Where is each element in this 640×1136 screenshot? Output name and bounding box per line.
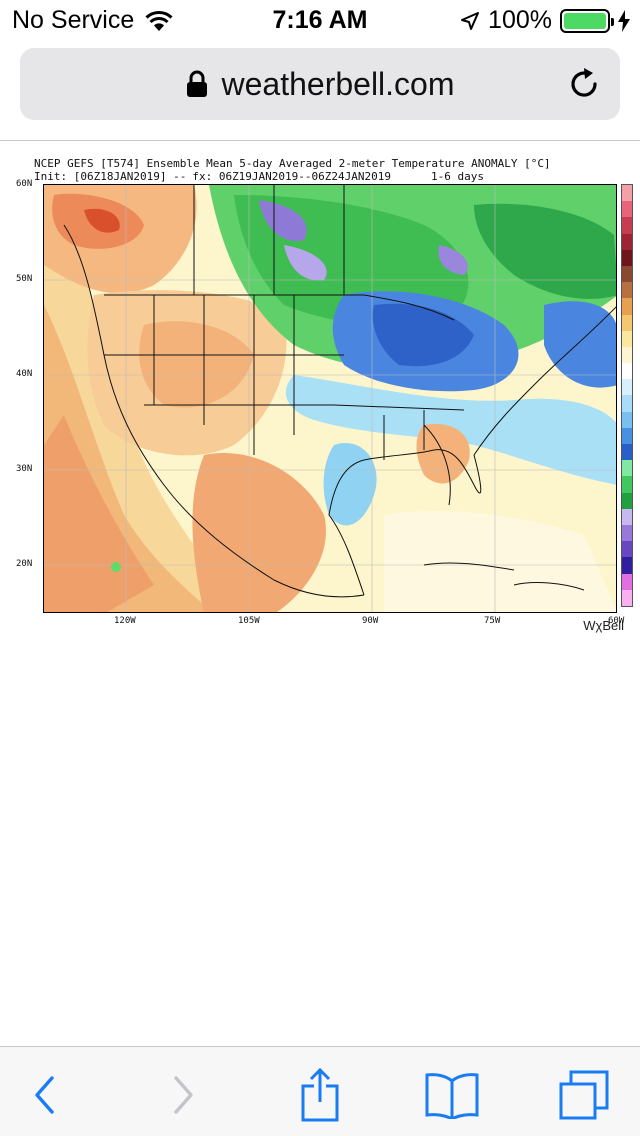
- colorbar-segment: [622, 427, 632, 444]
- colorbar-segment: [622, 185, 632, 202]
- lat-label-40n: 40N: [16, 369, 33, 379]
- browser-toolbar: [0, 1046, 640, 1136]
- colorbar-segment: [622, 444, 632, 461]
- battery-fill: [564, 12, 606, 29]
- url-display[interactable]: weatherbell.com: [20, 48, 620, 120]
- lon-label-90w: 90W: [362, 616, 379, 626]
- location-arrow-icon: [461, 11, 480, 30]
- colorbar-segment: [622, 330, 632, 347]
- battery-tip: [611, 17, 614, 26]
- lat-label-50n: 50N: [16, 274, 33, 284]
- temperature-anomaly-map: NCEP GEFS [T574] Ensemble Mean 5-day Ave…: [10, 150, 638, 638]
- colorbar-segment: [622, 492, 632, 509]
- colorbar-segment: [622, 573, 632, 590]
- colorbar-segment: [622, 233, 632, 250]
- colorbar-segment: [622, 411, 632, 428]
- toolbar-divider: [0, 140, 640, 141]
- tabs-button[interactable]: [556, 1067, 612, 1123]
- colorbar-segment: [622, 217, 632, 234]
- lon-label-75w: 75W: [484, 616, 501, 626]
- map-days: 1-6 days: [431, 170, 484, 183]
- wifi-icon: [145, 10, 173, 31]
- reload-icon[interactable]: [566, 66, 602, 102]
- weatherbell-logo: WχBell: [583, 618, 624, 633]
- status-time: 7:16 AM: [272, 6, 368, 34]
- lon-label-60w: 60W: [608, 616, 625, 626]
- url-text[interactable]: weatherbell.com: [221, 65, 455, 102]
- colorbar-segment: [622, 395, 632, 412]
- colorbar-segment: [622, 541, 632, 558]
- map-forecast-range: fx: 06Z19JAN2019--06Z24JAN2019: [192, 170, 392, 183]
- colorbar-segment: [622, 346, 632, 364]
- bookmarks-button[interactable]: [424, 1067, 480, 1123]
- forward-button[interactable]: [156, 1067, 212, 1123]
- status-bar: No Service 7:16 AM 100%: [0, 0, 640, 40]
- map-init: Init: [06Z18JAN2019] --: [34, 170, 187, 183]
- colorbar-segment: [622, 201, 632, 218]
- share-icon: [301, 1068, 339, 1122]
- colorbar-segment: [622, 589, 632, 606]
- battery-percent: 100%: [488, 6, 552, 34]
- lock-icon: [186, 70, 207, 97]
- address-bar[interactable]: weatherbell.com: [20, 48, 620, 120]
- status-right: 100%: [460, 6, 630, 35]
- lat-label-30n: 30N: [16, 464, 33, 474]
- share-button[interactable]: [292, 1067, 348, 1123]
- colorbar-segment: [622, 314, 632, 331]
- colorbar-segment: [622, 282, 632, 299]
- colorbar-segment: [622, 524, 632, 542]
- tabs-icon: [559, 1070, 609, 1120]
- lat-label-60n: 60N: [16, 179, 33, 189]
- colorbar-segment: [622, 363, 632, 380]
- lon-label-105w: 105W: [238, 616, 260, 626]
- colorbar-segment: [622, 379, 632, 396]
- back-button[interactable]: [16, 1067, 72, 1123]
- colorbar-segment: [622, 557, 632, 574]
- charging-bolt-icon: [618, 9, 630, 32]
- forward-chevron-icon: [174, 1076, 193, 1114]
- anomaly-field: [44, 185, 616, 612]
- battery-icon: [560, 8, 614, 33]
- colorbar-segment: [622, 508, 632, 525]
- carrier-label: No Service: [12, 6, 135, 34]
- colorbar-segment: [622, 298, 632, 315]
- colorbar-legend: [621, 184, 633, 607]
- map-plot-area: [43, 184, 617, 613]
- colorbar-segment: [622, 460, 632, 477]
- lat-label-20n: 20N: [16, 559, 33, 569]
- colorbar-segment: [622, 476, 632, 493]
- map-subtitle: Init: [06Z18JAN2019] -- fx: 06Z19JAN2019-…: [34, 170, 484, 183]
- back-chevron-icon: [35, 1076, 54, 1114]
- colorbar-segment: [622, 249, 632, 266]
- map-title: NCEP GEFS [T574] Ensemble Mean 5-day Ave…: [34, 157, 551, 170]
- bookmarks-icon: [425, 1073, 479, 1119]
- status-left: No Service: [12, 6, 174, 35]
- lon-label-120w: 120W: [114, 616, 136, 626]
- colorbar-segment: [622, 265, 632, 283]
